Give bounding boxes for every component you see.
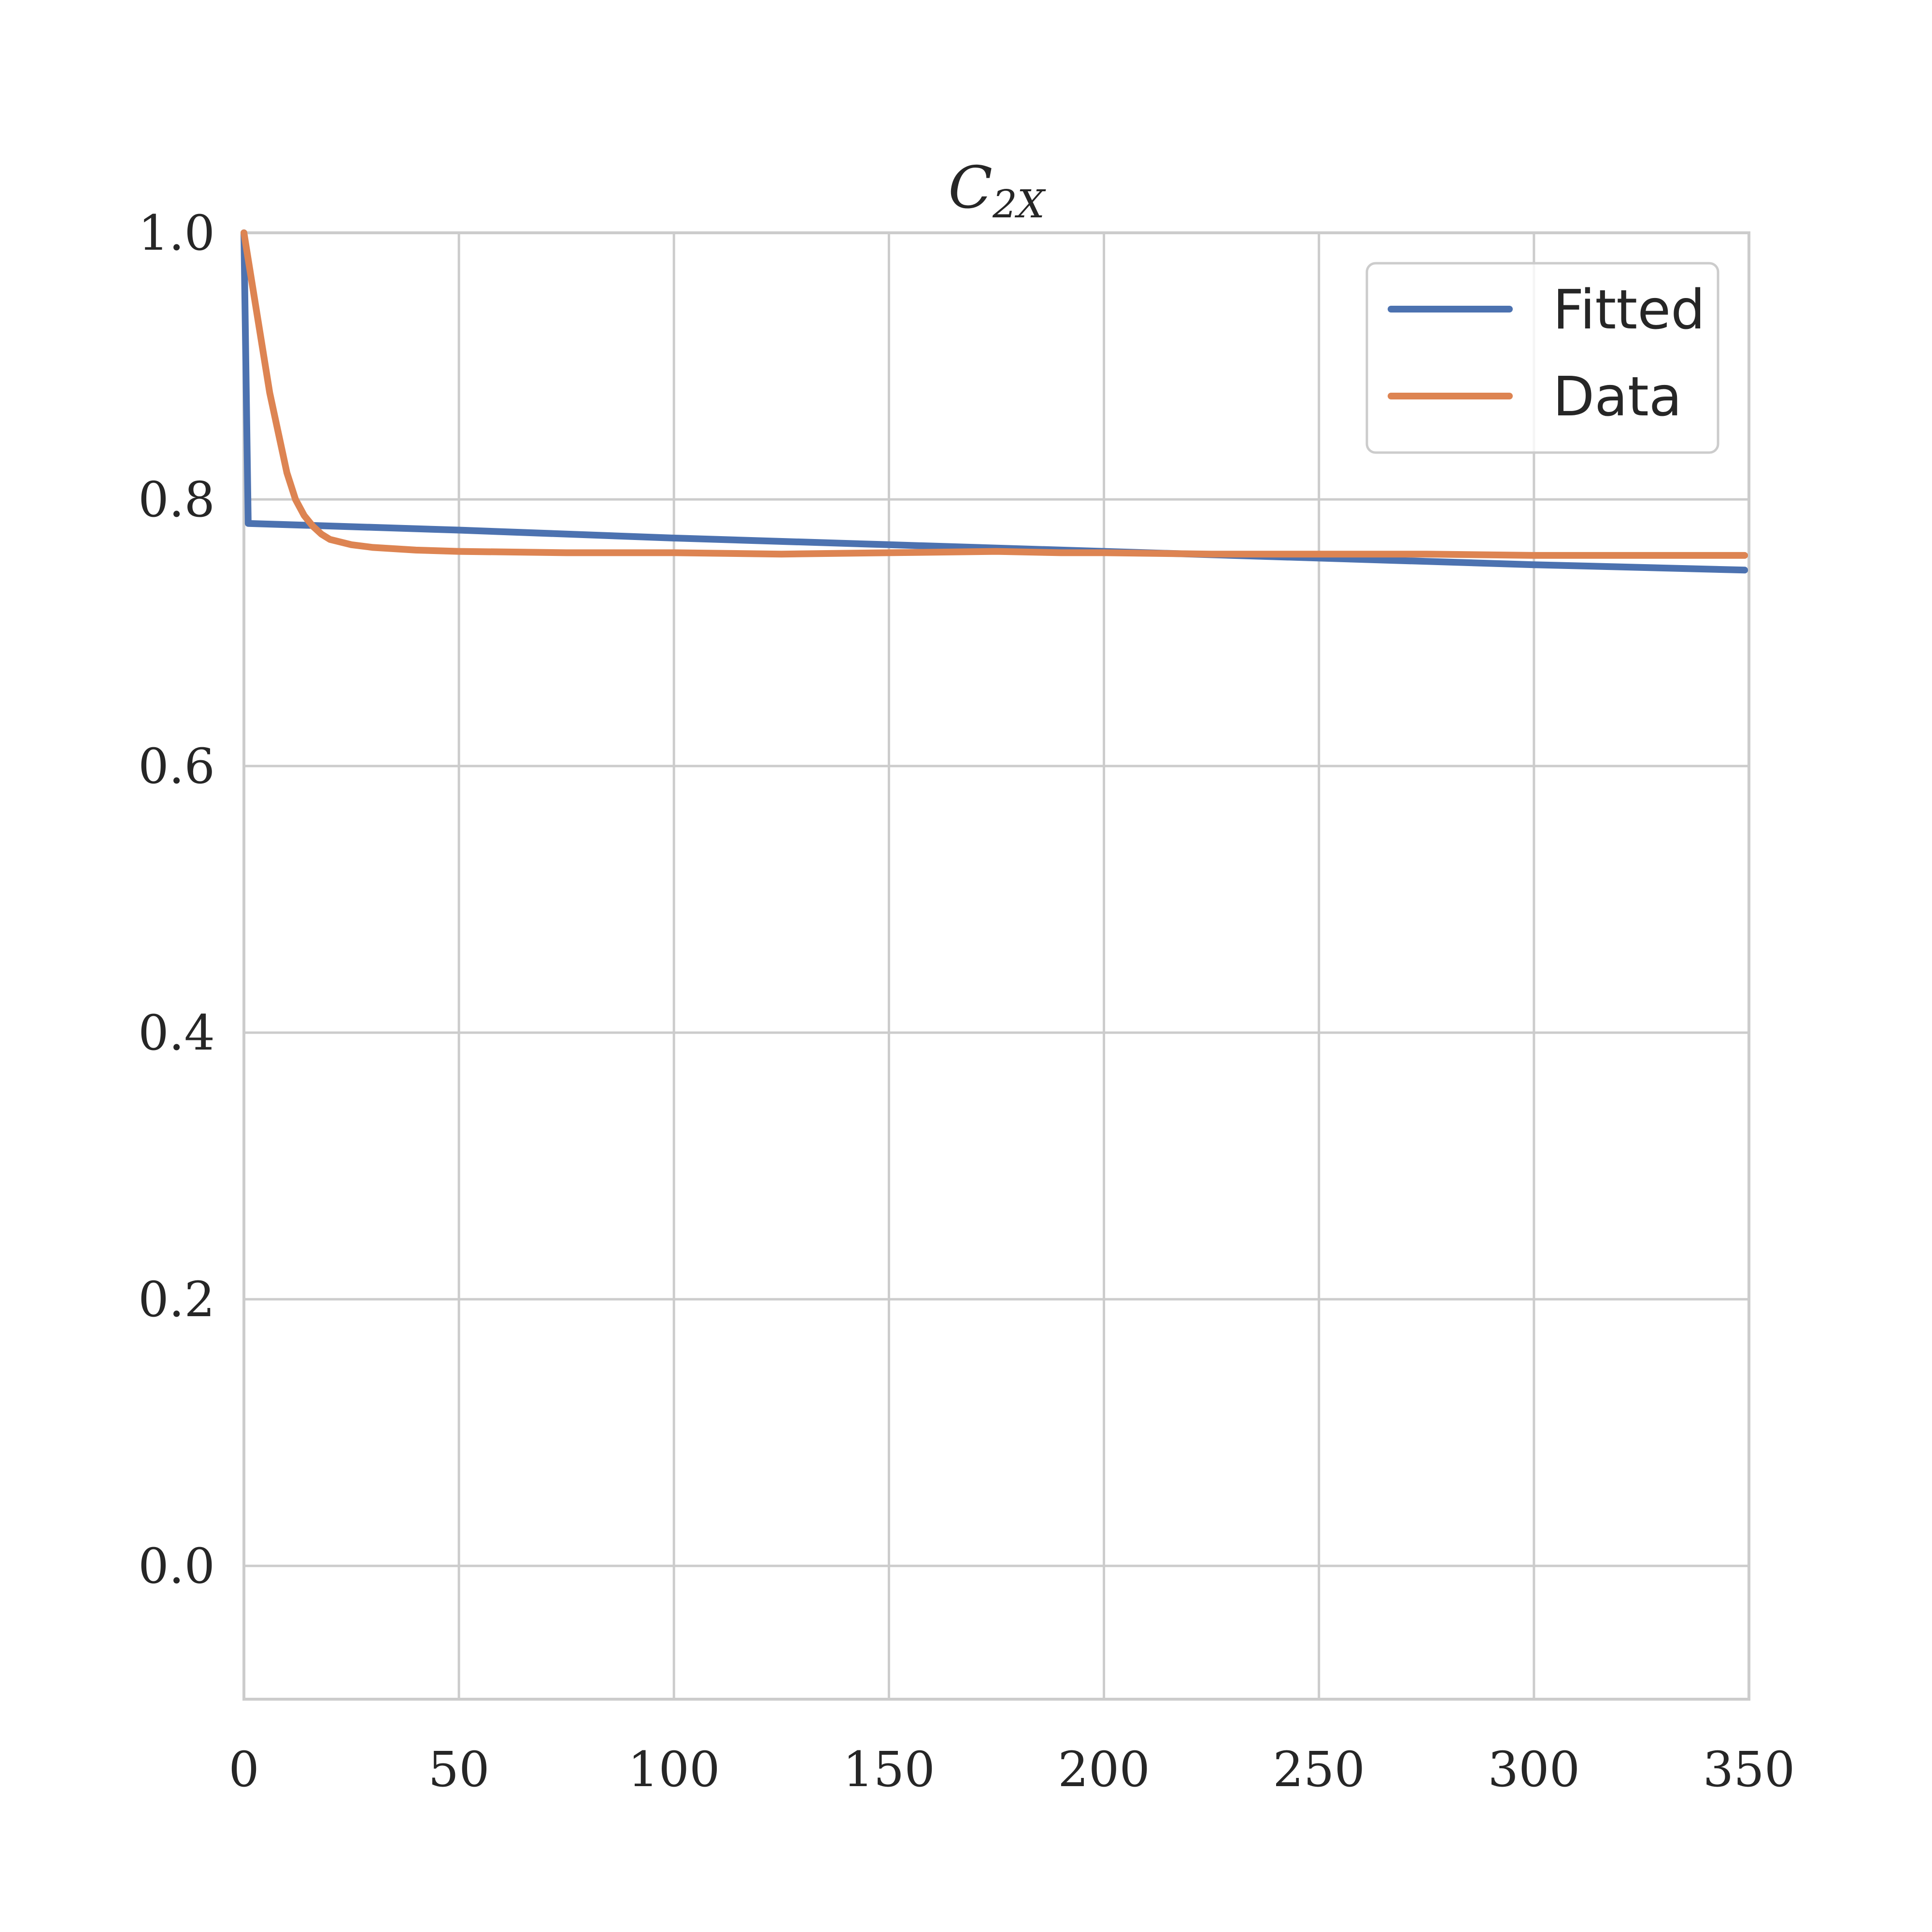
- x-tick-labels: 0 50 100 150 200 250 300 350: [228, 1741, 1795, 1798]
- legend-label-data: Data: [1553, 366, 1682, 428]
- x-tick-label: 100: [628, 1741, 720, 1798]
- legend-label-fitted: Fitted: [1553, 279, 1705, 341]
- y-tick-label: 0.6: [138, 738, 215, 795]
- y-tick-label: 0.0: [138, 1538, 215, 1594]
- x-tick-label: 200: [1058, 1741, 1150, 1798]
- y-tick-label: 0.4: [138, 1005, 215, 1061]
- y-tick-labels: 0.0 0.2 0.4 0.6 0.8 1.0: [138, 205, 215, 1594]
- y-tick-label: 0.8: [138, 471, 215, 528]
- chart-title-subscript: 2X: [992, 182, 1046, 227]
- legend: Fitted Data: [1365, 262, 1719, 454]
- x-tick-label: 250: [1273, 1741, 1365, 1798]
- y-tick-label: 1.0: [138, 205, 215, 261]
- x-tick-label: 300: [1488, 1741, 1580, 1798]
- series-layer: [241, 229, 1748, 574]
- x-tick-label: 0: [228, 1741, 259, 1798]
- chart-title: C2X: [948, 155, 1046, 227]
- x-tick-label: 50: [428, 1741, 490, 1798]
- series-line-data: [241, 229, 1748, 559]
- x-tick-label: 350: [1703, 1741, 1795, 1798]
- series-line-fitted: [241, 229, 1748, 574]
- chart-title-main: C: [948, 155, 993, 222]
- plot-frame: [242, 231, 1750, 1701]
- x-tick-label: 150: [843, 1741, 935, 1798]
- y-tick-label: 0.2: [138, 1271, 215, 1328]
